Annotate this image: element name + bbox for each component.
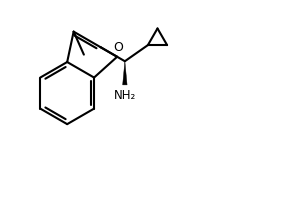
Text: NH₂: NH₂	[114, 89, 136, 102]
Text: O: O	[114, 41, 124, 54]
Polygon shape	[123, 61, 127, 85]
